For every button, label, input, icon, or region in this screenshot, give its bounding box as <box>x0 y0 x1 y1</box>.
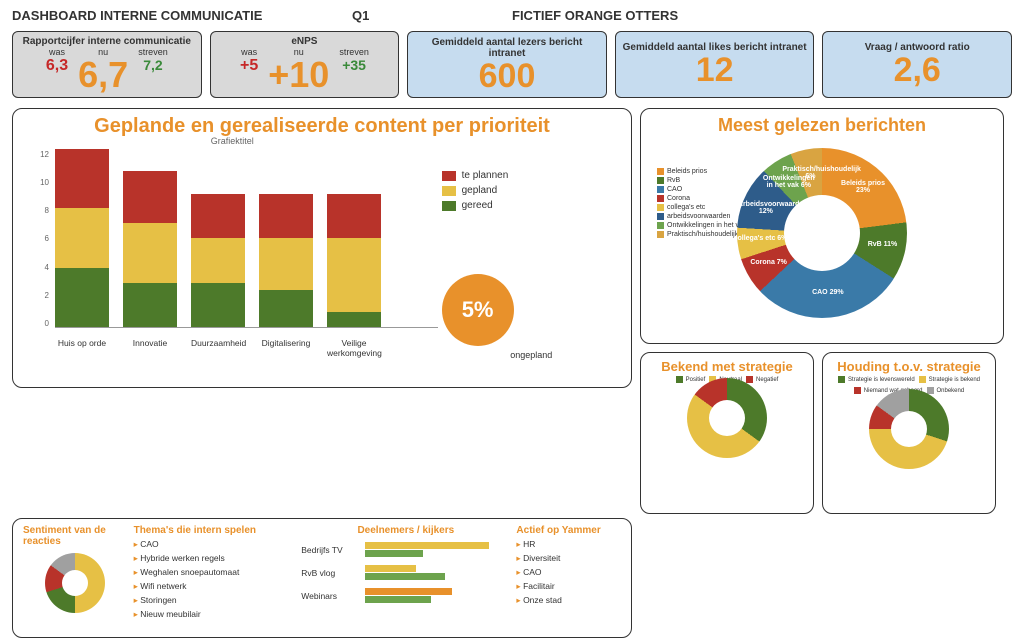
legend-item: RvB <box>657 177 746 184</box>
list-item: Facilitair <box>516 581 621 592</box>
kpi-title: Rapportcijfer interne communicatie <box>23 36 191 47</box>
list-item: CAO <box>134 539 296 550</box>
houding-panel: Houding t.o.v. strategie Strategie is le… <box>822 352 996 514</box>
legend-item: Strategie is levenswereld <box>838 376 915 383</box>
list-item: Weghalen snoepautomaat <box>134 567 296 578</box>
list-item: Storingen <box>134 595 296 606</box>
legend-item: gereed <box>442 200 621 211</box>
content-chart-title: Geplande en gerealiseerde content per pr… <box>23 115 621 138</box>
most-read-donut: Beleids prios RvB CAO Corona collega's etc ar… <box>651 138 993 328</box>
bar-legend: te plannen gepland gereed <box>442 170 621 211</box>
ring-labels: Beleids prios 23%RvB 11%CAO 29%Corona 7%… <box>737 148 907 318</box>
bar <box>327 194 381 327</box>
x-label: Digitalisering <box>259 338 313 358</box>
x-axis-labels: Huis op orde Innovatie Duurzaamheid Digital… <box>55 338 438 358</box>
donut-hole <box>891 411 927 447</box>
mini-bar-row: Webinars <box>301 588 510 603</box>
bottom-left-panel: Sentiment van de reacties Thema's die in… <box>12 518 632 638</box>
content-per-priority-panel: Geplande en gerealiseerde content per pr… <box>12 108 632 388</box>
kpi-card: Gemiddeld aantal likes bericht intranet … <box>615 31 815 98</box>
stacked-bar-chart: Grafiektitel 121086420 Huis op ordeInnov… <box>23 140 442 360</box>
kpi-card: Gemiddeld aantal lezers bericht intranet… <box>407 31 607 98</box>
legend-item: te plannen <box>442 170 621 181</box>
kpi-title: Gemiddeld aantal lezers bericht intranet <box>414 37 600 59</box>
chart-subtitle: Grafiektitel <box>211 136 254 146</box>
bar <box>191 194 245 328</box>
mini-bar-row: Bedrijfs TV <box>301 542 510 557</box>
quarter-label: Q1 <box>352 8 512 23</box>
legend-item: Positief <box>676 376 706 383</box>
legend-item: Ontwikkelingen in het vak <box>657 222 746 229</box>
pct-circle: 5% <box>442 274 514 346</box>
sentiment-donut <box>45 553 105 613</box>
donut-hole <box>62 570 88 596</box>
deelnemers-title: Deelnemers / kijkers <box>301 525 510 536</box>
slice-label: Praktisch/huishoudelijk 6% <box>782 166 838 180</box>
pie-legend: Beleids prios RvB CAO Corona collega's etc ar… <box>657 168 746 238</box>
list-item: Wifi netwerk <box>134 581 296 592</box>
legend-item: Negatief <box>746 376 778 383</box>
slice-label: Beleids prios 23% <box>835 180 891 194</box>
bar <box>259 194 313 327</box>
kpi-title: eNPS <box>291 36 317 47</box>
donut-hole <box>709 400 745 436</box>
legend-item: Onbekend <box>927 387 965 394</box>
yammer-title: Actief op Yammer <box>516 525 621 536</box>
kpi-value: 12 <box>696 53 734 87</box>
themas-title: Thema's die intern spelen <box>134 525 296 536</box>
bekend-donut <box>687 378 767 458</box>
legend-item: gepland <box>442 185 621 196</box>
legend-item: Corona <box>657 195 746 202</box>
slice-label: Arbeidsvoorwaarden 12% <box>738 201 794 215</box>
x-label: Duurzaamheid <box>191 338 245 358</box>
kpi-card: eNPS was+5 nu+10 streven+35 <box>210 31 400 98</box>
deelnemers-bars: Bedrijfs TV RvB vlog Webinars <box>301 542 510 603</box>
dashboard-title: DASHBOARD INTERNE COMMUNICATIE <box>12 8 352 23</box>
bar <box>123 171 177 327</box>
bekend-title: Bekend met strategie <box>651 359 803 374</box>
x-label: Veilige werkomgeving <box>327 338 381 358</box>
slice-label: CAO 29% <box>800 289 856 296</box>
slice-label: Corona 7% <box>741 259 797 266</box>
donut-chart: Beleids prios 23%RvB 11%CAO 29%Corona 7%… <box>737 148 907 318</box>
bar <box>55 149 109 327</box>
bars-container <box>55 150 438 328</box>
most-read-panel: Meest gelezen berichten Beleids prios RvB… <box>640 108 1004 344</box>
kpi-value: 600 <box>479 59 536 93</box>
slice-label: collega's etc 6% <box>733 235 789 242</box>
legend-item: Strategie is bekend <box>919 376 980 383</box>
yammer-list: HR Diversiteit CAO Facilitair Onze stad <box>516 539 621 606</box>
bekend-panel: Bekend met strategie PositiefNeutraalNeg… <box>640 352 814 514</box>
legend-item: Beleids prios <box>657 168 746 175</box>
legend-item: arbeidsvoorwaarden <box>657 213 746 220</box>
legend-item: collega's etc <box>657 204 746 211</box>
legend-item: CAO <box>657 186 746 193</box>
kpi-value: 2,6 <box>894 53 941 87</box>
org-name: FICTIEF ORANGE OTTERS <box>512 8 678 23</box>
x-label: Innovatie <box>123 338 177 358</box>
kpi-card: Vraag / antwoord ratio 2,6 <box>822 31 1012 98</box>
houding-donut <box>869 389 949 469</box>
kpi-row: Rapportcijfer interne communicatie was6,… <box>0 27 1024 102</box>
x-label: Huis op orde <box>55 338 109 358</box>
list-item: CAO <box>516 567 621 578</box>
list-item: Hybride werken regels <box>134 553 296 564</box>
list-item: Diversiteit <box>516 553 621 564</box>
list-item: Nieuw meubilair <box>134 609 296 620</box>
list-item: Onze stad <box>516 595 621 606</box>
slice-label: RvB 11% <box>855 241 911 248</box>
pct-label: ongepland <box>442 350 621 360</box>
most-read-title: Meest gelezen berichten <box>651 115 993 136</box>
mini-bar-row: RvB vlog <box>301 565 510 580</box>
houding-title: Houding t.o.v. strategie <box>833 359 985 374</box>
kpi-card: Rapportcijfer interne communicatie was6,… <box>12 31 202 98</box>
header-row: DASHBOARD INTERNE COMMUNICATIE Q1 FICTIE… <box>0 0 1024 27</box>
list-item: HR <box>516 539 621 550</box>
sentiment-title: Sentiment van de reacties <box>23 525 128 547</box>
themas-list: CAO Hybride werken regels Weghalen snoepau… <box>134 539 296 620</box>
y-axis: 121086420 <box>29 150 49 328</box>
